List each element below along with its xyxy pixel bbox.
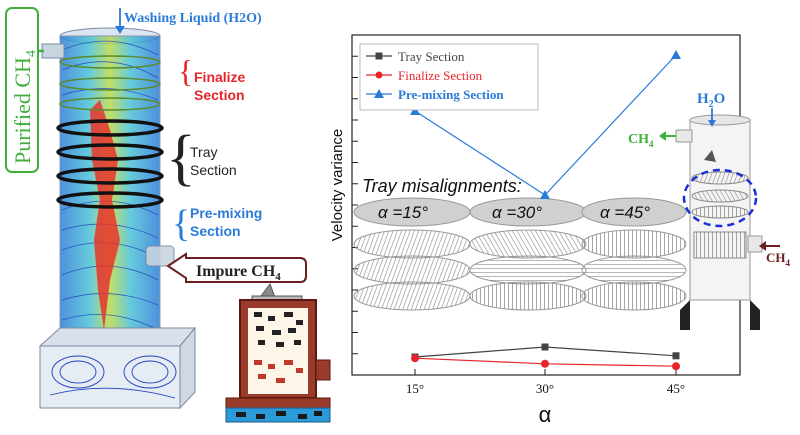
data-point xyxy=(671,50,681,59)
tray-misalignment-inset: Tray misalignments: α =15° α =30° xyxy=(353,176,687,311)
finalize-label-2: Section xyxy=(194,87,245,103)
legend-box xyxy=(359,43,539,111)
impure-ch4-callout: Impure CH4 xyxy=(166,252,307,283)
data-point xyxy=(410,106,420,115)
data-point xyxy=(411,354,419,363)
tray-label-2: Section xyxy=(190,162,237,178)
x-tick-label: 45° xyxy=(667,381,685,396)
premix-label-1: Pre-mixing xyxy=(190,205,262,221)
h2o-arrow-head xyxy=(708,120,716,127)
impure-subscript: 4 xyxy=(275,271,281,283)
x-tick-label: 30° xyxy=(536,381,554,396)
purified-ch4-box: Purified CH4 xyxy=(5,7,39,173)
finalize-brace: { xyxy=(178,53,193,89)
highlight-ellipse xyxy=(682,168,758,228)
ch4-out-label: CH4 xyxy=(628,132,654,149)
legend-label: Finalize Section xyxy=(398,68,483,83)
x-tick-label: 15° xyxy=(406,381,424,396)
digester-illustration xyxy=(225,282,331,423)
legend-label: Tray Section xyxy=(398,49,465,64)
tray-stack-15 xyxy=(353,197,471,311)
ch4-in-arrow-head xyxy=(759,241,766,251)
premix-label-2: Section xyxy=(190,223,241,239)
chart-legend: Tray Section Finalize Section Pre-mixing S… xyxy=(359,43,539,111)
purified-label: Purified CH xyxy=(10,57,35,164)
alpha-45-label: α =45° xyxy=(600,203,650,222)
legend-marker xyxy=(374,89,384,98)
cfd-column xyxy=(38,27,197,410)
finalize-label-1: Finalize xyxy=(194,69,246,85)
tray-rings xyxy=(56,119,164,209)
ch4-out-arrow-head xyxy=(659,131,666,141)
finalize-rings xyxy=(59,55,161,111)
svg-text:Purified CH4: Purified CH4 xyxy=(10,50,39,164)
data-point xyxy=(541,343,549,351)
water-arrow-head xyxy=(115,26,125,34)
tray-stack-45 xyxy=(581,197,687,311)
schematic-premix xyxy=(693,231,747,259)
data-point xyxy=(540,190,550,199)
ch4-in-label: CH4 xyxy=(766,250,791,268)
x-ticks: 15° 30° 45° xyxy=(406,369,685,396)
tray-label-1: Tray xyxy=(190,144,217,160)
misalignment-title: Tray misalignments: xyxy=(362,176,522,196)
data-point xyxy=(672,352,680,360)
svg-text:Impure CH4: Impure CH4 xyxy=(196,263,281,283)
alpha-15-label: α =15° xyxy=(378,203,428,222)
y-axis-label: Velocity variance xyxy=(329,129,346,242)
x-axis-label: α xyxy=(539,402,552,427)
data-point xyxy=(541,359,549,368)
purified-subscript: 4 xyxy=(24,50,39,57)
column-schematic xyxy=(675,114,763,330)
premix-brace: { xyxy=(172,203,190,245)
washing-liquid-label: Washing Liquid (H2O) xyxy=(124,11,262,26)
alpha-30-label: α =30° xyxy=(492,203,542,222)
h2o-label: H2O xyxy=(697,91,725,110)
legend-label: Pre-mixing Section xyxy=(398,87,504,102)
velocity-variance-chart: 15° 30° 45° Velocity variance α Tray misal… xyxy=(329,34,741,427)
impure-label: Impure CH xyxy=(196,263,276,280)
legend-marker xyxy=(375,71,383,79)
y-ticks xyxy=(352,55,358,355)
legend-marker xyxy=(375,52,383,60)
tray-brace: { xyxy=(166,124,196,192)
schematic-trays xyxy=(691,171,749,219)
base-swirls xyxy=(49,355,177,399)
data-point xyxy=(672,362,680,371)
series-layer xyxy=(410,50,681,371)
